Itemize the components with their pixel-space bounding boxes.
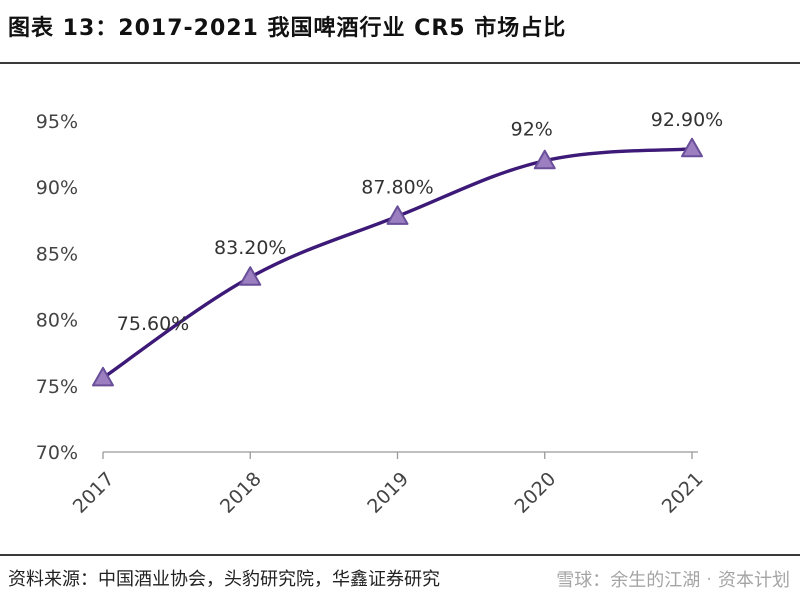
x-tick-label: 2017 [69,468,119,518]
watermark: 雪球：余生的江湖 · 资本计划 [556,566,790,592]
x-tick-label: 2021 [658,468,708,518]
watermark-right: 资本计划 [718,570,790,591]
watermark-left: 雪球：余生的江湖 [556,570,701,591]
data-label: 75.60% [117,313,189,335]
line-chart: 70%75%80%85%90%95% 2017 2018 2019 2020 2021 … [36,109,723,518]
y-tick-label: 75% [36,376,78,398]
data-label: 87.80% [361,176,433,198]
data-point-marker [681,137,703,158]
top-divider [0,62,800,64]
data-label: 92% [511,119,553,141]
y-tick-label: 80% [36,310,78,332]
chart-title: 图表 13：2017-2021 我国啤酒行业 CR5 市场占比 [8,16,567,41]
data-label: 92.90% [651,109,723,131]
x-axis: 2017 2018 2019 2020 2021 [69,451,708,518]
data-markers [92,137,703,387]
bottom-divider [0,554,800,556]
watermark-separator: · [706,568,712,590]
data-label: 83.20% [214,237,286,259]
x-tick-label: 2020 [511,468,561,518]
y-axis-labels: 70% 75% 80% 85% 90% 95% [36,111,78,464]
data-point-marker [239,266,262,286]
y-tick-label: 90% [36,177,78,199]
y-tick-label: 70% [36,442,78,464]
data-point-marker [533,149,556,170]
data-point-marker [92,366,114,387]
x-tick-label: 2018 [216,468,266,518]
data-labels: 75.60% 83.20% 87.80% 92% 92.90% [117,109,723,335]
x-tick-label: 2019 [363,468,413,518]
data-point-marker [386,205,409,225]
y-tick-label: 95% [36,111,78,133]
source-note: 资料来源：中国酒业协会，头豹研究院，华鑫证券研究 [8,569,440,590]
y-tick-label: 85% [36,243,78,265]
